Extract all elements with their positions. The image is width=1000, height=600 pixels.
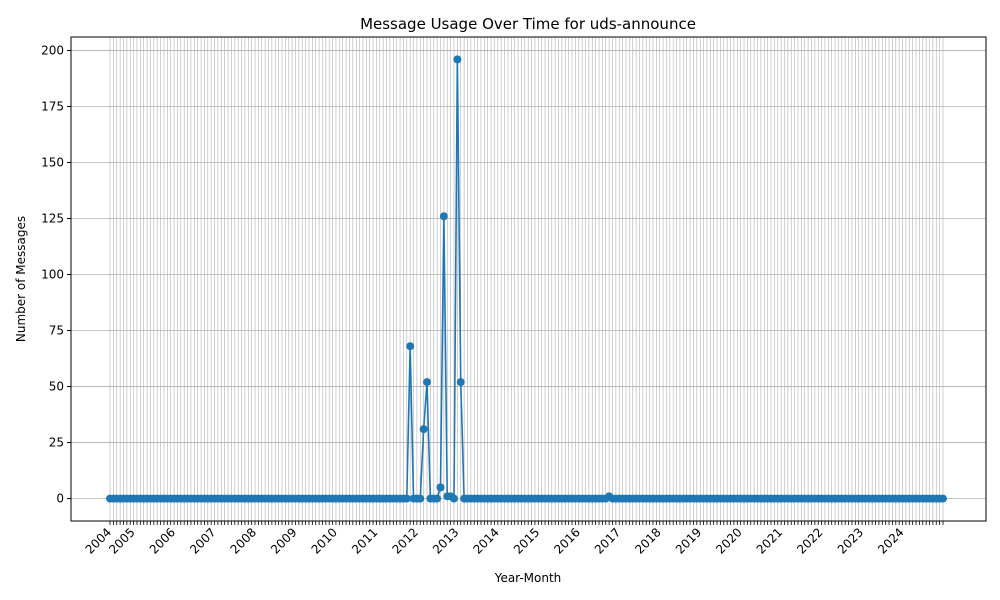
data-point bbox=[436, 483, 445, 492]
chart-title: Message Usage Over Time for uds-announce bbox=[360, 15, 696, 33]
data-point bbox=[416, 494, 425, 503]
data-point bbox=[449, 494, 458, 503]
y-tick-label: 75 bbox=[49, 324, 64, 338]
data-point bbox=[406, 342, 415, 351]
y-tick-label: 150 bbox=[41, 155, 64, 169]
y-tick-label: 100 bbox=[41, 268, 64, 282]
y-tick-label: 125 bbox=[41, 212, 64, 226]
y-tick-label: 25 bbox=[49, 436, 64, 450]
y-axis: 0 25 50 75 100 125 150 175 200 bbox=[41, 43, 71, 506]
y-tick-label: 175 bbox=[41, 99, 64, 113]
series-line bbox=[106, 55, 947, 503]
data-point bbox=[423, 378, 432, 387]
grid-lines bbox=[71, 37, 986, 521]
data-point bbox=[433, 494, 442, 503]
data-point bbox=[939, 494, 947, 503]
data-point bbox=[419, 425, 428, 434]
data-point bbox=[456, 378, 465, 387]
y-tick-label: 50 bbox=[49, 380, 64, 394]
data-point bbox=[402, 494, 411, 503]
y-tick-label: 0 bbox=[56, 492, 64, 506]
x-axis-title: Year-Month bbox=[494, 571, 562, 585]
data-point bbox=[439, 212, 448, 221]
y-axis-title: Number of Messages bbox=[14, 216, 28, 342]
y-tick-label: 200 bbox=[41, 43, 64, 57]
data-point bbox=[453, 55, 462, 64]
